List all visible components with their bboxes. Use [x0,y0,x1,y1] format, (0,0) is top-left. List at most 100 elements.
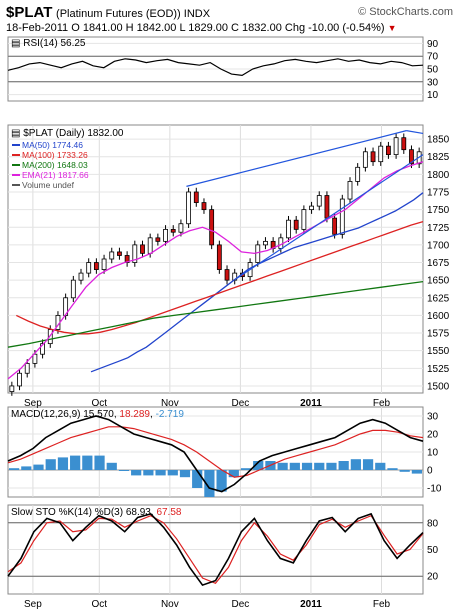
macd-line [7,415,424,493]
x-axis-label: Feb [373,398,391,409]
candle-body [386,145,391,156]
x-axis-label-bottom: Nov [161,599,179,610]
legend-entry: Volume undef [22,180,75,190]
price-tick-label: 1750 [427,205,450,216]
ohlc-values: 18-Feb-2011 O 1841.00 H 1842.00 L 1829.0… [6,22,385,34]
macd-tick-label: 30 [427,412,439,423]
x-axis-label: Sep [24,398,42,409]
candle-body [301,209,307,230]
macd-label-part: MACD(12,26,9) [11,409,83,420]
candle-body [355,166,361,182]
macd-tick-label: 0 [427,466,433,477]
price-tick-label: 1575 [427,329,450,340]
macd-histogram-bar [228,470,239,478]
candle-body [209,209,215,246]
macd-histogram-bar [338,461,349,470]
macd-histogram-bar [57,457,69,470]
macd-histogram-bar [82,455,93,470]
candle-body [32,353,38,364]
candle-body [101,258,107,270]
macd-histogram-bar [118,470,130,471]
macd-histogram-bar [350,459,361,470]
sto-label-part: Slow STO %K(14) %D(3) [11,507,126,518]
macd-label-part: , [114,409,120,420]
legend-entry: MA(200) 1648.03 [22,160,88,170]
candle-body [170,228,176,233]
candle-body [163,228,168,242]
ma-line-ema21 [7,161,424,380]
macd-histogram-bar [204,470,215,497]
candle-body [40,343,45,355]
x-axis-label-bottom: 2011 [300,599,322,610]
legend-entry: EMA(21) 1817.66 [22,170,89,180]
x-axis-label: Nov [161,398,179,409]
macd-histogram-bar [9,468,20,470]
price-panel-title: ▤ $PLAT (Daily) 1832.00 [11,128,124,139]
price-tick-label: 1850 [427,135,450,146]
trendline-lower [235,154,424,280]
macd-histogram-bar [411,470,422,474]
macd-histogram-bar [326,462,337,470]
price-tick-label: 1500 [427,381,450,392]
macd-histogram-bar [131,470,142,476]
rsi-tick-label: 70 [427,52,439,63]
macd-histogram-bar [167,470,178,476]
sto-tick-label: 50 [427,545,439,556]
macd-tick-label: 10 [427,448,439,459]
candle-body [224,269,230,281]
rsi-label: ▤ RSI(14) 56.25 [11,38,86,49]
candle-body [255,244,261,263]
candle-body [286,219,291,239]
candle-body [93,262,99,270]
macd-histogram-bar [45,459,56,470]
macd-tick-label: -10 [427,484,442,495]
legend-entry: MA(50) 1774.46 [22,140,83,150]
macd-label-part: 15.570 [83,409,114,420]
macd-histogram-bar [21,466,32,470]
ohlc-line: 18-Feb-2011 O 1841.00 H 1842.00 L 1829.0… [6,22,397,34]
chg-down-icon: ▼ [387,23,397,33]
x-axis-label: Dec [232,398,250,409]
macd-histogram-bar [192,470,203,488]
sto-label-part: 67.58 [156,507,181,518]
candle-body [339,198,345,235]
macd-histogram-bar [362,459,374,470]
x-axis-label-bottom: Dec [232,599,250,610]
rsi-tick-label: 50 [427,65,439,76]
candle-body [17,372,22,387]
macd-histogram-bar [399,470,410,472]
sto-tick-label: 20 [427,572,439,583]
macd-histogram-bar [33,464,44,470]
candle-body [316,195,322,207]
candle-body [24,362,30,374]
price-tick-label: 1650 [427,276,450,287]
rsi-tick-label: 30 [427,77,439,88]
chart-title-line: $PLAT (Platinum Futures (EOD)) INDX [6,4,210,21]
macd-histogram-bar [155,470,166,476]
price-panel [7,124,424,394]
candle-body [370,151,376,163]
price-tick-label: 1775 [427,188,450,199]
site-credit: © StockCharts.com [358,6,453,18]
candle-body [178,223,184,233]
candle-body [186,191,192,225]
price-tick-label: 1825 [427,152,450,163]
candle-body [378,145,384,163]
candle-body [216,244,222,270]
sto-label-part: , [151,507,157,518]
symbol-label: $PLAT [6,4,53,21]
x-axis-label: Oct [92,398,108,409]
rsi-line [7,58,424,77]
price-tick-label: 1525 [427,364,450,375]
sto-tick-label: 80 [427,518,439,529]
candle-body [155,237,161,242]
candle-body [332,217,338,235]
price-tick-label: 1675 [427,258,450,269]
symbol-description: (Platinum Futures (EOD)) INDX [56,8,211,20]
macd-histogram-bar [314,462,325,470]
sto-k-line [7,512,424,587]
x-axis-label-bottom: Feb [373,599,391,610]
candle-body [293,219,299,230]
ma-line-ma200 [7,280,424,348]
